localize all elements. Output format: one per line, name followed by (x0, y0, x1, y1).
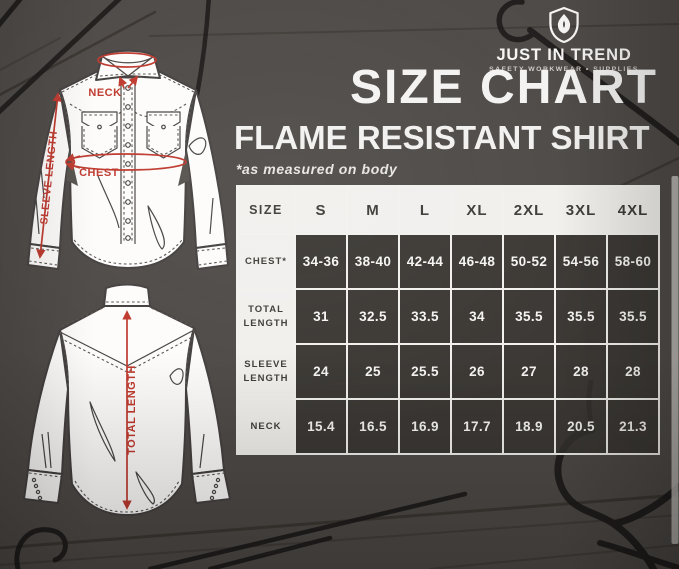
size-value-cell: 24 (295, 344, 347, 399)
size-value-cell: 50-52 (503, 234, 555, 289)
size-value-cell: 28 (607, 344, 659, 399)
row-label: NECK (237, 399, 295, 454)
size-value-cell: 18.9 (503, 399, 555, 454)
size-value-cell: 34-36 (295, 234, 347, 289)
size-value-cell: 21.3 (607, 399, 659, 454)
size-table: SIZE S M L XL 2XL 3XL 4XL CHEST* 34-36 38-40 42-44 4… (236, 185, 660, 455)
size-value-cell: 28 (555, 344, 607, 399)
size-value-cell: 58-60 (607, 234, 659, 289)
total-length-label: TOTAL LENGTH (126, 365, 138, 455)
size-corner-header: SIZE (237, 186, 295, 234)
size-value-cell: 20.5 (555, 399, 607, 454)
brand-name: JUST IN TREND (496, 46, 632, 64)
measurement-note: *as measured on body (236, 161, 398, 177)
shield-flame-icon (549, 6, 579, 44)
size-value-cell: 16.9 (399, 399, 451, 454)
row-label: SLEEVE LENGTH (237, 344, 295, 399)
size-column-header: XL (451, 186, 503, 234)
neck-label: NECK (88, 87, 121, 99)
front-shirt-diagram: NECK CHEST SLEEVE LENGTH (27, 49, 229, 270)
size-value-cell: 31 (295, 289, 347, 344)
brand-logo: JUST IN TREND SAFETY WORKWEAR • SUPPLIES (484, 6, 644, 73)
chest-label: CHEST (79, 167, 119, 179)
size-column-header: 3XL (555, 186, 607, 234)
size-column-header: L (399, 186, 451, 234)
size-value-cell: 25 (347, 344, 399, 399)
size-value-cell: 35.5 (607, 289, 659, 344)
row-label: CHEST* (237, 234, 295, 289)
row-label: TOTAL LENGTH (237, 289, 295, 344)
size-value-cell: 42-44 (399, 234, 451, 289)
size-value-cell: 15.4 (295, 399, 347, 454)
size-value-cell: 35.5 (555, 289, 607, 344)
size-column-header: 2XL (503, 186, 555, 234)
size-value-cell: 26 (451, 344, 503, 399)
brand-tagline: SAFETY WORKWEAR • SUPPLIES (489, 66, 639, 73)
size-column-header: S (295, 186, 347, 234)
size-value-cell: 27 (503, 344, 555, 399)
size-value-cell: 54-56 (555, 234, 607, 289)
plank-seams (0, 10, 679, 569)
product-subtitle: FLAME RESISTANT SHIRT (234, 119, 650, 156)
size-value-cell: 46-48 (451, 234, 503, 289)
size-value-cell: 34 (451, 289, 503, 344)
size-column-header: M (347, 186, 399, 234)
size-value-cell: 17.7 (451, 399, 503, 454)
size-value-cell: 35.5 (503, 289, 555, 344)
page-title: SIZE CHART (350, 61, 658, 114)
size-value-cell: 25.5 (399, 344, 451, 399)
back-shirt-diagram: TOTAL LENGTH (23, 284, 231, 516)
size-value-cell: 38-40 (347, 234, 399, 289)
size-column-header: 4XL (607, 186, 659, 234)
background-edge-object (671, 176, 679, 544)
size-value-cell: 16.5 (347, 399, 399, 454)
size-value-cell: 33.5 (399, 289, 451, 344)
size-value-cell: 32.5 (347, 289, 399, 344)
